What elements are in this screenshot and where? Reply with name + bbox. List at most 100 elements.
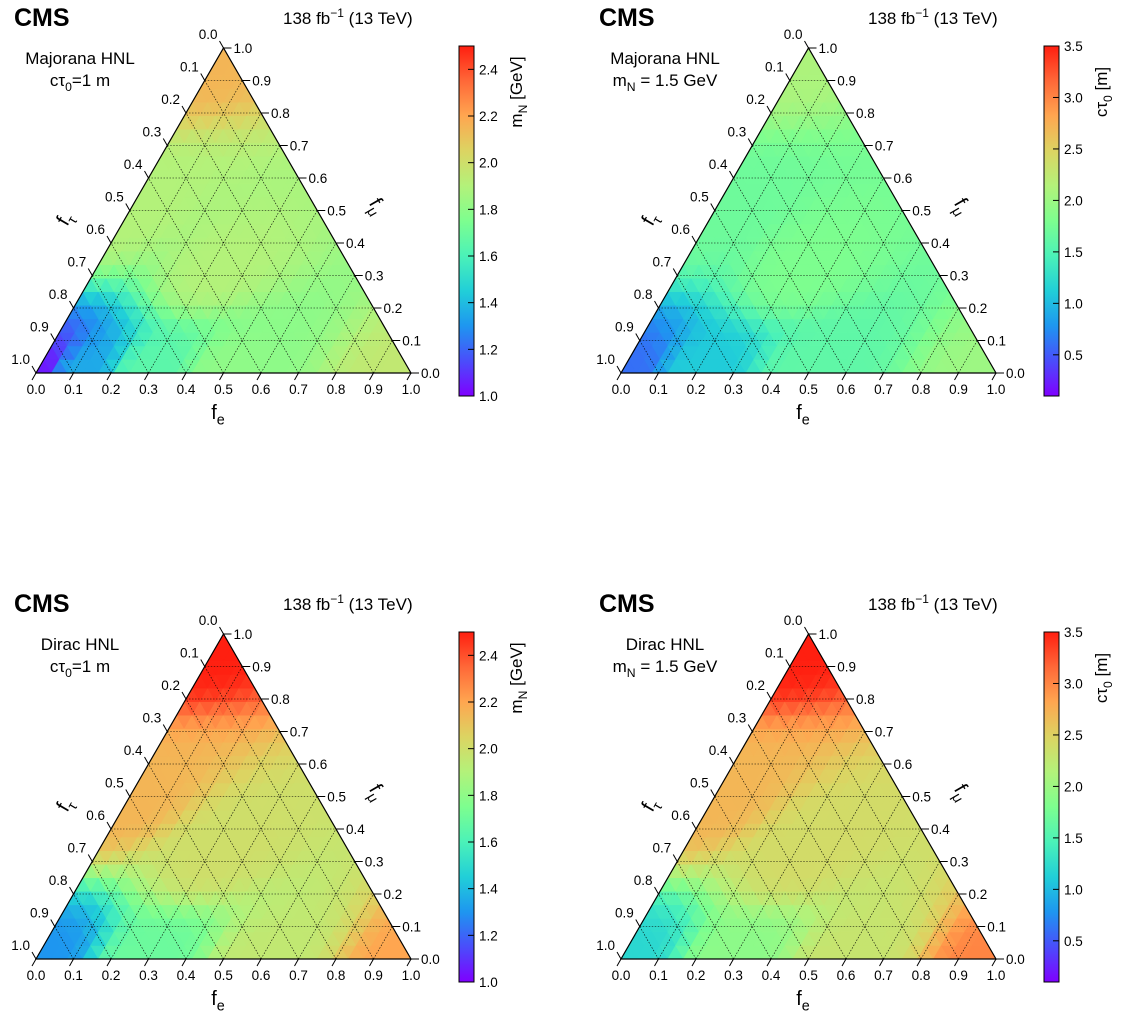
tick-label-fmu: 0.6 xyxy=(309,171,328,186)
grid-line xyxy=(73,307,112,374)
tick-label-fmu: 0.5 xyxy=(912,790,931,805)
grid-line xyxy=(73,80,243,374)
tick-label-ftau: 0.1 xyxy=(765,646,784,661)
grid-line xyxy=(73,893,112,960)
tick-fe xyxy=(616,958,622,967)
tick-label-fmu: 0.6 xyxy=(894,757,913,772)
grid-line xyxy=(73,666,243,960)
tick-label-fe: 0.6 xyxy=(252,382,271,397)
grid-line xyxy=(958,340,978,374)
parameter-label: cτ0=1 m xyxy=(50,657,110,680)
axis-title-fmu: fμ xyxy=(360,780,390,805)
axis-title-fmu: fμ xyxy=(360,194,390,219)
tick-label-fe: 0.3 xyxy=(724,382,743,397)
colorbar-tick-label: 1.6 xyxy=(479,249,498,264)
tick-ftau xyxy=(729,170,734,179)
tick-ftau xyxy=(654,300,659,309)
grid-line xyxy=(298,275,356,374)
tick-label-fe: 0.4 xyxy=(762,382,781,397)
colorbar xyxy=(458,631,475,983)
tick-label-fe: 1.0 xyxy=(402,968,421,983)
tick-label-fe: 0.0 xyxy=(612,382,631,397)
axis-title-fe: fe xyxy=(211,988,225,1011)
tick-label-fmu: 0.1 xyxy=(987,334,1006,349)
model-label: Majorana HNL xyxy=(25,49,135,68)
tick-fe xyxy=(219,372,224,381)
lumi-label: 138 fb−1 (13 TeV) xyxy=(283,6,413,28)
tick-label-fe: 0.4 xyxy=(177,968,196,983)
tick-label-fmu: 0.1 xyxy=(402,334,421,349)
tick-fe xyxy=(144,958,149,967)
tick-label-ftau: 0.1 xyxy=(180,60,199,75)
colorbar-ticks xyxy=(1053,631,1059,942)
tick-label-fe: 0.6 xyxy=(837,968,856,983)
tick-label-ftau: 0.3 xyxy=(727,125,746,140)
tick-label-fmu: 0.8 xyxy=(856,692,875,707)
tick-label-fe: 0.2 xyxy=(102,382,121,397)
grid-line xyxy=(714,796,809,960)
tick-ftau xyxy=(691,235,697,244)
tick-label-ftau: 1.0 xyxy=(596,938,615,953)
tick-label-fmu: 0.2 xyxy=(384,887,403,902)
colorbar-tick-label: 2.4 xyxy=(479,648,498,663)
grid-lines xyxy=(54,80,393,374)
tick-label-ftau: 0.3 xyxy=(727,711,746,726)
tick-ftau xyxy=(69,886,74,895)
tick-fe xyxy=(181,958,187,967)
tick-label-ftau: 0.4 xyxy=(124,157,143,172)
tick-label-fe: 0.0 xyxy=(612,968,631,983)
tick-label-ftau: 1.0 xyxy=(11,938,30,953)
colorbar-tick-label: 1.2 xyxy=(479,342,498,357)
tick-fe xyxy=(256,958,262,967)
tick-label-fmu: 0.4 xyxy=(931,236,950,251)
tick-label-ftau: 1.0 xyxy=(596,352,615,367)
tick-label-fmu: 0.8 xyxy=(271,692,290,707)
tick-ftau xyxy=(87,854,93,862)
tick-ftau xyxy=(125,789,131,797)
tick-ftau xyxy=(31,951,37,960)
grid-line xyxy=(204,80,374,374)
tick-label-fmu: 0.7 xyxy=(290,139,309,154)
grid-line xyxy=(639,926,659,960)
tick-label-fmu: 0.3 xyxy=(365,855,384,870)
colorbar-tick-label: 2.5 xyxy=(1064,142,1083,157)
tick-label-fmu: 0.4 xyxy=(346,822,365,837)
tick-ftau xyxy=(50,919,56,927)
tick-fe xyxy=(106,372,112,381)
grid-lines xyxy=(639,666,978,960)
grid-line xyxy=(920,307,959,374)
tick-label-fmu: 0.3 xyxy=(950,855,969,870)
tick-label-fmu: 0.8 xyxy=(271,106,290,121)
colorbar-tick-label: 1.0 xyxy=(479,389,498,404)
grid-line xyxy=(808,796,903,960)
tick-fe xyxy=(69,372,74,381)
grid-line xyxy=(223,210,318,374)
tick-label-ftau: 0.6 xyxy=(671,808,690,823)
tick-ftau xyxy=(785,659,791,667)
experiment-label: CMS xyxy=(14,590,70,618)
tick-ftau xyxy=(87,268,93,276)
colorbar-tick-label: 3.5 xyxy=(1064,625,1083,640)
parameter-label: cτ0=1 m xyxy=(50,71,110,94)
colorbar-tick-label: 2.2 xyxy=(479,109,498,124)
heat-cell xyxy=(215,47,232,62)
tick-ftau xyxy=(125,203,131,211)
tick-label-fmu: 0.7 xyxy=(875,725,894,740)
tick-label-fe: 0.3 xyxy=(139,968,158,983)
tick-fe xyxy=(691,372,697,381)
grid-line xyxy=(129,796,224,960)
tick-label-fe: 0.8 xyxy=(912,968,931,983)
tick-label-fe: 0.4 xyxy=(177,382,196,397)
tick-fe xyxy=(691,958,697,967)
colorbar xyxy=(1043,45,1060,397)
grid-line xyxy=(91,275,149,374)
tick-label-fe: 0.7 xyxy=(289,382,308,397)
tick-fe xyxy=(294,958,299,967)
grid-line xyxy=(335,307,374,374)
tick-label-fe: 0.9 xyxy=(949,382,968,397)
experiment-label: CMS xyxy=(599,4,655,32)
experiment-label: CMS xyxy=(599,590,655,618)
lumi-label: 138 fb−1 (13 TeV) xyxy=(283,592,413,614)
tick-label-fe: 0.6 xyxy=(252,968,271,983)
tick-label-fmu: 0.9 xyxy=(837,74,856,89)
